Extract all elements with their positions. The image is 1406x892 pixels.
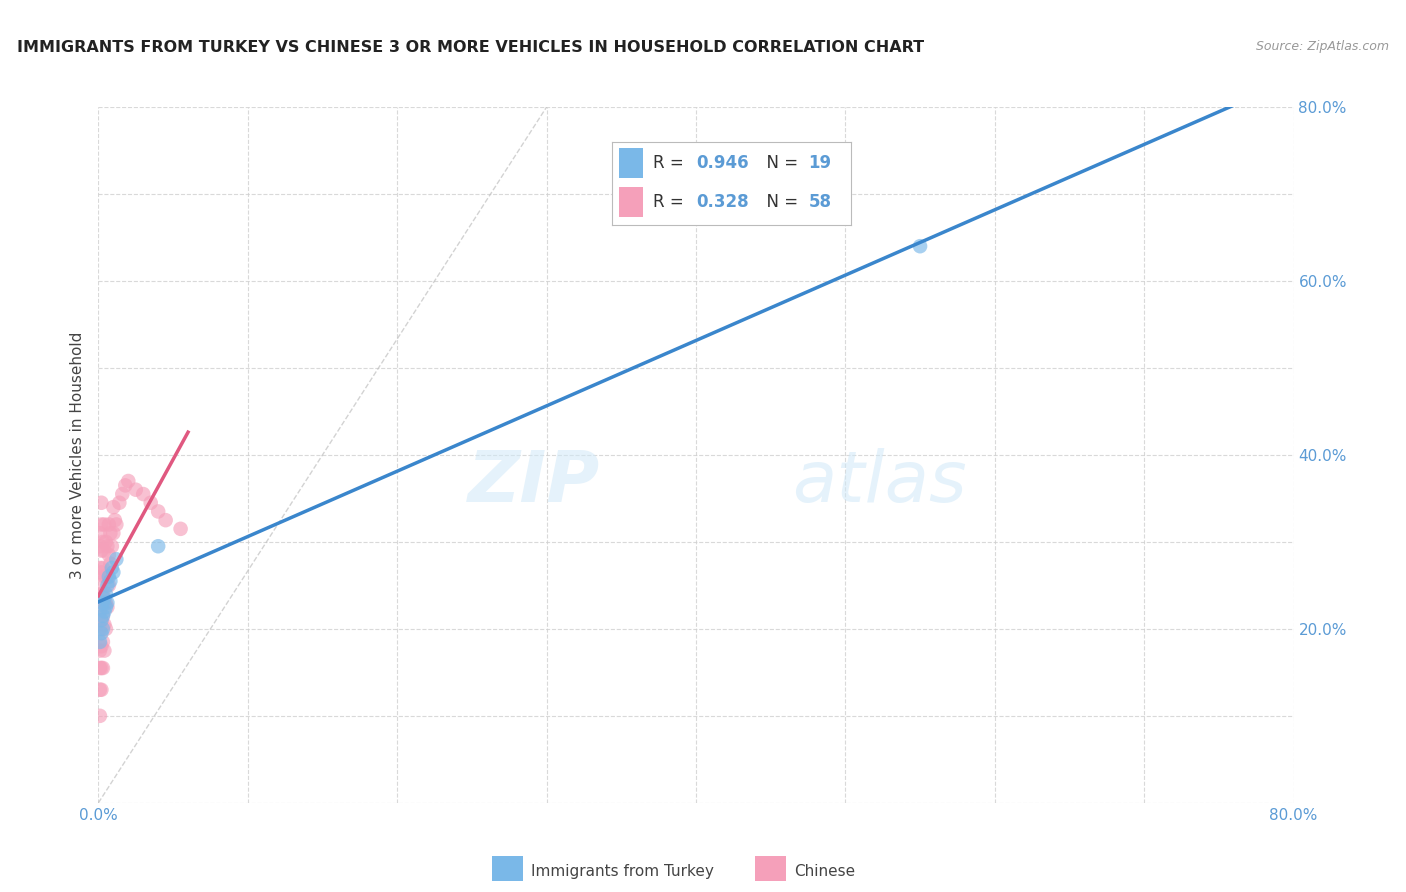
Point xyxy=(89,561,111,575)
Text: Source: ZipAtlas.com: Source: ZipAtlas.com xyxy=(1256,40,1389,54)
Point xyxy=(98,574,122,588)
Point xyxy=(94,622,117,636)
Point xyxy=(108,496,131,510)
Point xyxy=(90,543,112,558)
Point xyxy=(101,561,124,575)
Point xyxy=(103,500,125,514)
Point xyxy=(105,552,128,566)
Text: IMMIGRANTS FROM TURKEY VS CHINESE 3 OR MORE VEHICLES IN HOUSEHOLD CORRELATION CH: IMMIGRANTS FROM TURKEY VS CHINESE 3 OR M… xyxy=(17,40,924,55)
Point xyxy=(90,661,112,675)
Point xyxy=(105,517,128,532)
Point xyxy=(117,474,139,488)
Point xyxy=(94,534,117,549)
Point xyxy=(94,600,117,615)
Point xyxy=(90,682,112,697)
Point xyxy=(90,517,112,532)
Text: 19: 19 xyxy=(808,153,831,171)
Point xyxy=(89,682,111,697)
Point xyxy=(90,639,112,653)
Text: Immigrants from Turkey: Immigrants from Turkey xyxy=(531,864,714,879)
Point xyxy=(89,578,111,592)
Point xyxy=(90,613,112,627)
Point xyxy=(103,566,125,580)
Point xyxy=(104,513,127,527)
Point xyxy=(98,526,122,541)
Point xyxy=(93,591,115,606)
Point xyxy=(94,596,117,610)
Point xyxy=(97,578,120,592)
Point xyxy=(91,622,114,636)
Point xyxy=(103,526,125,541)
Point xyxy=(97,517,120,532)
Point xyxy=(96,600,118,615)
Point xyxy=(91,661,114,675)
Point xyxy=(96,596,118,610)
Point xyxy=(94,587,117,601)
Point xyxy=(89,661,111,675)
Point xyxy=(90,587,112,601)
Text: N =: N = xyxy=(756,153,803,171)
FancyBboxPatch shape xyxy=(620,148,644,178)
Text: R =: R = xyxy=(652,153,689,171)
Point xyxy=(93,570,115,584)
Point xyxy=(91,587,114,601)
Point xyxy=(169,522,191,536)
Point xyxy=(91,596,114,610)
Point xyxy=(114,478,136,492)
Point xyxy=(89,605,111,619)
Point xyxy=(91,534,114,549)
Point xyxy=(155,513,177,527)
Text: R =: R = xyxy=(652,193,689,211)
Point xyxy=(93,543,115,558)
Point xyxy=(148,504,170,518)
Point xyxy=(908,239,931,253)
Point xyxy=(132,487,155,501)
Text: 58: 58 xyxy=(808,193,831,211)
Point xyxy=(90,566,112,580)
Point xyxy=(93,517,115,532)
Point xyxy=(90,496,112,510)
Point xyxy=(89,622,111,636)
Text: 0.946: 0.946 xyxy=(696,153,748,171)
Point xyxy=(96,570,118,584)
Text: N =: N = xyxy=(756,193,803,211)
Point xyxy=(89,539,111,553)
Point xyxy=(93,605,115,619)
Point xyxy=(91,635,114,649)
FancyBboxPatch shape xyxy=(620,187,644,217)
Point xyxy=(89,708,111,723)
Text: atlas: atlas xyxy=(792,449,966,517)
Point xyxy=(101,539,124,553)
Point xyxy=(96,539,118,553)
Point xyxy=(97,548,120,562)
Point xyxy=(91,608,114,623)
Y-axis label: 3 or more Vehicles in Household: 3 or more Vehicles in Household xyxy=(70,331,86,579)
Point xyxy=(89,635,111,649)
Point xyxy=(93,617,115,632)
Text: Chinese: Chinese xyxy=(794,864,855,879)
Point xyxy=(89,526,111,541)
Point xyxy=(111,487,134,501)
Point xyxy=(91,561,114,575)
Point xyxy=(90,613,112,627)
Point xyxy=(91,608,114,623)
Point xyxy=(139,496,162,510)
Point xyxy=(89,643,111,657)
Point xyxy=(90,626,112,640)
Point xyxy=(148,539,170,553)
Text: ZIP: ZIP xyxy=(468,449,600,517)
Point xyxy=(94,570,117,584)
Point xyxy=(96,578,118,592)
Text: 0.328: 0.328 xyxy=(696,193,748,211)
Point xyxy=(93,643,115,657)
Point xyxy=(125,483,148,497)
Point xyxy=(93,596,115,610)
Point xyxy=(98,557,122,571)
Point xyxy=(97,570,120,584)
